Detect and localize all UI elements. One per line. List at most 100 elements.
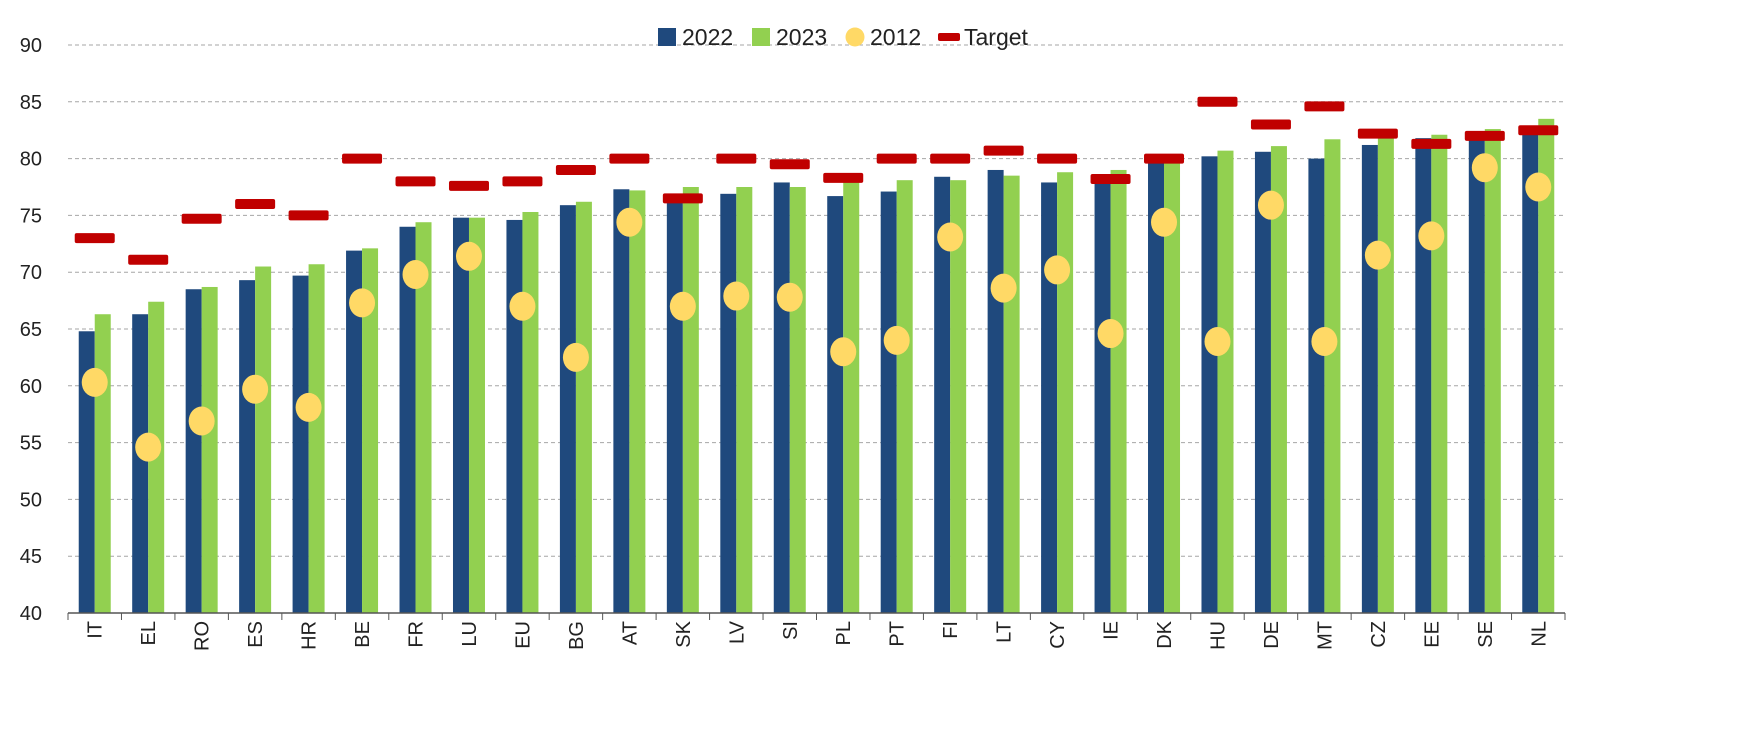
y-axis-ticks: 40 45 50 55 60 65 70 75 80 85 90 [20,35,42,625]
bar-2022 [452,217,469,613]
marker-2012 [188,406,215,436]
marker-2012 [509,291,536,321]
marker-2012 [135,432,162,462]
y-tick-label: 90 [20,35,42,57]
bars [78,118,1555,614]
bar-2023 [1057,172,1074,613]
marker-2012 [1364,240,1391,270]
bar-2023 [896,180,913,613]
x-tick-label: AT [619,621,641,645]
x-tick-label: BE [352,621,374,648]
marker-2012 [830,337,857,367]
marker-2012 [990,273,1017,303]
target-marker [823,172,864,183]
bar-2023 [950,180,967,613]
x-tick-label: DE [1261,621,1283,649]
x-tick-label: ES [245,621,267,648]
legend: 2022 2023 2012 Target [658,24,1029,50]
target-marker [555,164,596,175]
x-tick-label: LV [726,620,748,644]
legend-label: Target [964,24,1029,50]
bar-2022 [239,280,256,613]
y-tick-label: 65 [20,319,42,341]
y-tick-label: 55 [20,433,42,455]
legend-swatch-2023 [752,28,770,46]
x-tick-label: CZ [1368,621,1390,648]
y-tick-label: 40 [20,603,42,625]
x-tick-label: PT [887,621,909,647]
bar-2022 [1094,179,1111,613]
target-marker [1518,125,1559,136]
legend-label: 2022 [682,24,733,50]
marker-2012 [349,288,376,318]
target-marker [1411,138,1452,149]
y-tick-label: 70 [20,262,42,284]
marker-2012 [81,367,108,397]
x-tick-label: CY [1047,621,1069,649]
bar-2022 [185,289,202,613]
target-marker [288,210,329,221]
bar-2023 [682,187,699,613]
target-marker [74,233,115,244]
bar-2023 [1003,175,1020,613]
bar-2023 [1217,150,1234,613]
marker-2012 [616,207,643,237]
bar-2022 [934,176,951,613]
marker-2012 [1257,190,1284,220]
x-tick-label: DK [1154,620,1176,648]
bar-2022 [1468,134,1485,613]
x-tick-label: MT [1314,621,1336,650]
bar-2023 [1377,135,1394,613]
x-tick-label: PL [833,621,855,645]
marker-2012 [1525,172,1552,202]
bar-2023 [94,314,111,613]
target-marker [769,159,810,170]
bar-2023 [1538,118,1555,613]
bar-2022 [773,182,790,613]
target-marker [1464,130,1505,141]
target-marker [1197,96,1238,107]
y-tick-label: 45 [20,546,42,568]
x-tick-label: EL [138,621,160,645]
bar-2022 [1254,151,1271,613]
x-tick-label: HR [299,621,321,650]
bar-2022 [292,275,309,613]
target-marker [1304,101,1345,112]
target-marker [1037,153,1078,164]
bar-2022 [1415,138,1432,614]
bar-2023 [736,187,753,613]
y-tick-label: 85 [20,92,42,114]
x-tick-label: LT [994,621,1016,643]
bar-2022 [78,331,95,613]
x-axis: IT EL RO ES HR BE FR LU EU BG AT SK LV SI PL PT FI LT CY IE… [67,612,1566,651]
marker-2012 [669,291,696,321]
bar-2022 [1041,182,1058,613]
marker-2012 [455,241,482,271]
target-marker [342,153,383,164]
marker-2012 [1471,153,1498,183]
x-tick-label: EE [1421,621,1443,648]
target-marker [1144,153,1185,164]
x-tick-label: SK [673,620,695,647]
bar-2023 [1164,158,1181,613]
marker-2012 [295,392,322,422]
marker-2012 [242,374,269,404]
marker-2012 [1044,255,1071,285]
y-tick-label: 80 [20,149,42,171]
marker-2012 [776,282,803,312]
legend-swatch-Target [938,33,960,41]
x-tick-label: NL [1528,621,1550,647]
bar-2022 [880,191,897,613]
bar-2022 [666,196,683,613]
bar-2022 [506,219,523,613]
bar-2022 [132,314,149,613]
bar-2023 [1431,134,1448,613]
target-marker [448,180,489,191]
x-tick-label: HU [1207,621,1229,650]
bar-2022 [1361,144,1378,613]
x-tick-label: FR [406,621,428,648]
bar-2023 [1484,129,1501,613]
bar-2023 [308,264,325,613]
bar-2022 [987,169,1004,613]
